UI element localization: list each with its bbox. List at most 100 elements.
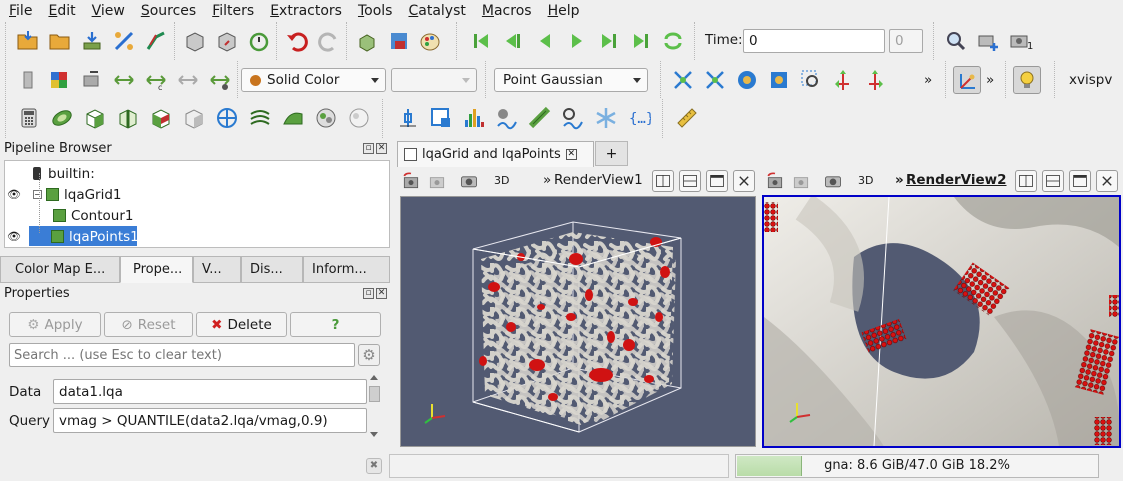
extract-subset-icon[interactable] — [181, 105, 207, 131]
rescale-visible-icon[interactable] — [175, 67, 201, 93]
menu-view[interactable]: View — [91, 3, 125, 19]
group-datasets-icon[interactable] — [313, 105, 339, 131]
pipeline-item-contour1[interactable]: Contour1 — [53, 205, 134, 226]
save-data-icon[interactable] — [79, 28, 105, 54]
maximize-view-icon[interactable] — [706, 170, 728, 192]
properties-scrollbar[interactable] — [368, 372, 381, 442]
reset-view-icon[interactable] — [764, 170, 786, 192]
menu-edit[interactable]: Edit — [48, 3, 76, 19]
toolbar-overflow-1[interactable]: » — [924, 72, 933, 88]
tab-color-map-editor[interactable]: Color Map E... — [0, 256, 120, 283]
component-combobox[interactable] — [391, 68, 477, 92]
rescale-temporal-icon[interactable]: c — [143, 67, 169, 93]
scroll-down-icon[interactable] — [370, 432, 378, 437]
coloring-combobox[interactable]: Solid Color — [241, 68, 386, 92]
screenshot-icon[interactable] — [458, 170, 480, 192]
extract-level-icon[interactable] — [346, 105, 372, 131]
tab-properties[interactable]: Prope... — [120, 256, 193, 283]
split-vertical-icon[interactable] — [679, 170, 701, 192]
edit-colormap-icon[interactable] — [47, 67, 73, 93]
last-frame-icon[interactable] — [628, 28, 654, 54]
toolbar-overflow-2[interactable]: » — [986, 72, 995, 88]
camera-zoom-icon[interactable] — [943, 28, 969, 54]
tab-view[interactable]: V... — [193, 256, 241, 283]
float-icon[interactable]: ▫ — [363, 288, 374, 299]
zoom-to-data-icon[interactable] — [702, 67, 728, 93]
menu-help[interactable]: Help — [547, 3, 580, 19]
float-icon[interactable]: ▫ — [363, 143, 374, 154]
probe-location-icon[interactable] — [494, 105, 520, 131]
toggle-color-legend-icon[interactable] — [15, 67, 41, 93]
scroll-up-icon[interactable] — [370, 375, 378, 380]
memory-inspector[interactable]: gna: 8.6 GiB/47.0 GiB 18.2% — [735, 454, 1099, 478]
menu-catalyst[interactable]: Catalyst — [408, 3, 466, 19]
slice-icon[interactable] — [115, 105, 141, 131]
plot-over-line-icon[interactable] — [395, 105, 421, 131]
close-icon[interactable]: ✕ — [376, 143, 387, 154]
scroll-thumb[interactable] — [369, 386, 380, 402]
render-view-1[interactable] — [400, 196, 756, 447]
redo-icon[interactable] — [316, 28, 342, 54]
view2-name[interactable]: RenderView2 — [906, 172, 1007, 188]
tab-information[interactable]: Inform... — [303, 256, 390, 283]
save-state-icon[interactable] — [214, 28, 240, 54]
advanced-gear-icon[interactable]: ⚙ — [358, 344, 380, 366]
open-icon[interactable] — [15, 28, 41, 54]
close-view-icon[interactable] — [1096, 170, 1118, 192]
add-layout-tab-button[interactable]: + — [595, 141, 628, 166]
eye-icon[interactable]: 👁 — [7, 188, 21, 201]
pipeline-item-lqagrid1[interactable]: 👁 − lqaGrid1 — [7, 186, 122, 203]
apply-button[interactable]: ⚙ Apply — [9, 312, 101, 337]
representation-combobox[interactable]: Point Gaussian — [494, 68, 648, 92]
plot-selection-icon[interactable] — [428, 105, 454, 131]
python-calculator-icon[interactable]: {…} — [626, 105, 652, 131]
delete-button[interactable]: ✖ Delete — [196, 312, 287, 337]
eye-icon[interactable]: 👁 — [7, 230, 21, 243]
pipeline-item-lqapoints1[interactable]: 👁 lqaPoints1 — [7, 228, 139, 245]
warp-by-vector-icon[interactable] — [280, 105, 306, 131]
loop-icon[interactable] — [660, 28, 686, 54]
split-vertical-icon[interactable] — [1042, 170, 1064, 192]
histogram-icon[interactable] — [461, 105, 487, 131]
close-icon[interactable]: ✕ — [376, 288, 387, 299]
query-field[interactable]: vmag > QUANTILE(data2.lqa/vmag,0.9) — [53, 408, 367, 433]
menu-extractors[interactable]: Extractors — [270, 3, 342, 19]
view1-name[interactable]: RenderView1 — [554, 172, 643, 188]
play-icon[interactable] — [564, 28, 590, 54]
reset-camera-icon[interactable] — [670, 67, 696, 93]
disconnect-icon[interactable] — [143, 28, 169, 54]
zoom-box-icon[interactable] — [798, 67, 824, 93]
reset-session-icon[interactable] — [354, 28, 380, 54]
contour-icon[interactable] — [49, 105, 75, 131]
view-plus-x-icon[interactable] — [830, 67, 856, 93]
time-index-spinbox[interactable]: 0 — [889, 29, 923, 53]
menu-filters[interactable]: Filters — [212, 3, 255, 19]
reverse-play-icon[interactable] — [532, 28, 558, 54]
close-tab-icon[interactable]: ✕ — [565, 149, 577, 160]
ruler-icon[interactable] — [674, 105, 700, 131]
split-horizontal-icon[interactable] — [652, 170, 674, 192]
zoom-closest-icon[interactable] — [734, 67, 760, 93]
menu-macros[interactable]: Macros — [481, 3, 532, 19]
camera-icon[interactable] — [1007, 28, 1033, 54]
menu-file[interactable]: File — [9, 3, 33, 19]
reset-button[interactable]: ⊘ Reset — [104, 312, 193, 337]
reset-view-icon[interactable] — [400, 170, 422, 192]
color-palette-icon[interactable] — [418, 28, 444, 54]
view2-mode-button[interactable]: 3D — [858, 174, 874, 187]
open-folder-icon[interactable] — [47, 28, 73, 54]
reset-center-icon[interactable] — [766, 67, 792, 93]
view-minus-x-icon[interactable] — [862, 67, 888, 93]
menu-tools[interactable]: Tools — [357, 3, 393, 19]
previous-frame-icon[interactable] — [500, 28, 526, 54]
calculator-icon[interactable] — [16, 105, 42, 131]
reset-range-icon[interactable] — [79, 67, 105, 93]
time-input[interactable]: 0 — [743, 29, 885, 53]
split-horizontal-icon[interactable] — [1015, 170, 1037, 192]
clip-icon[interactable] — [82, 105, 108, 131]
render-view-2[interactable] — [762, 195, 1121, 448]
first-frame-icon[interactable] — [468, 28, 494, 54]
data-field[interactable]: data1.lqa — [53, 379, 367, 404]
close-view-icon[interactable] — [733, 170, 755, 192]
find-data-icon[interactable] — [386, 28, 412, 54]
